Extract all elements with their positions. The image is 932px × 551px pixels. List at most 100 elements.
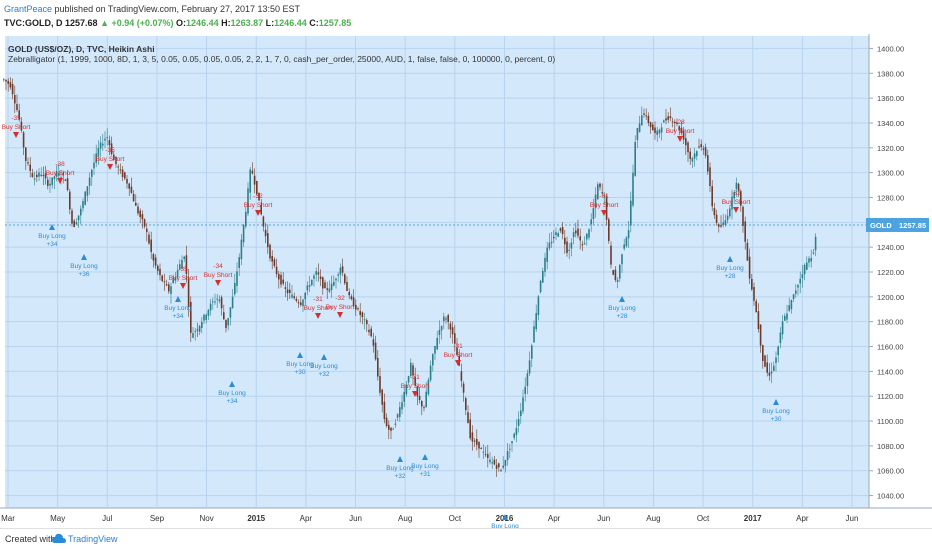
candle-body [777,346,779,356]
candle-body [744,221,746,242]
y-tick-label: 1100.00 [877,417,904,426]
candle-body [632,172,634,206]
candle-body [544,257,546,272]
y-tick-label: 1320.00 [877,144,904,153]
sell-arrow-icon [13,132,19,138]
candle-body [517,419,520,426]
candle-body [139,210,141,217]
candle-body [183,256,185,259]
candle-body [737,183,740,191]
candle-body [768,372,771,376]
price-chart[interactable]: 1040.00 1060.00 1080.00 1100.00 1120.00 1140.… [0,34,932,528]
candle-body [77,215,80,221]
candle-body [539,280,542,293]
x-tick-label: Jul [102,514,112,523]
signal-value: +34 [172,313,183,320]
candle-body [249,169,251,193]
candle-body [445,318,447,320]
candle-body [40,174,42,176]
y-tick-label: 1280.00 [877,193,904,202]
last-price-symbol: GOLD [870,221,892,230]
signal-label: Buy Long [38,233,66,240]
candle-body [812,252,815,254]
candle-body [531,345,533,359]
symbol[interactable]: TVC:GOLD, D [4,18,63,28]
candle-body [471,432,474,442]
candle-body [616,279,619,282]
open-label: O: [176,18,187,28]
buy-arrow-icon [175,296,181,302]
candle-body [115,156,117,165]
candle-body [432,354,434,366]
candle-body [614,269,617,280]
candle-body [275,266,278,275]
candle-body [258,192,260,201]
sell-arrow-icon [337,312,343,318]
candle-body [385,417,388,426]
candle-body [73,220,75,228]
candle-body [676,122,678,124]
candle-body [47,179,49,186]
candle-body [71,210,73,224]
candle-body [124,172,126,179]
candle-body [330,283,333,290]
candle-body [374,342,377,360]
candle-body [612,270,614,275]
signal-label: Buy Short [46,170,75,177]
signal-value: -31 [313,296,323,303]
candle-body [403,391,405,402]
candle-body [726,215,729,221]
candle-body [14,95,16,104]
candle-body [678,126,680,131]
candle-body [317,272,320,275]
signal-value: -35 [105,147,115,154]
x-tick-label: May [50,514,65,523]
candle-body [3,79,5,81]
signal-value: +28 [724,273,735,280]
tradingview-link[interactable]: TradingView [68,534,118,544]
high-label: H: [221,18,231,28]
x-tick-label: Aug [646,514,660,523]
x-tick-label: Nov [199,514,213,523]
candle-body [163,281,166,283]
candle-body [359,311,361,315]
candle-body [786,313,788,320]
candle-body [152,254,155,261]
signal-label: Buy Short [326,304,355,311]
candle-body [401,402,403,410]
buy-arrow-icon [321,354,327,360]
signal-value: -34 [213,263,223,270]
candle-body [196,329,199,331]
candle-body [106,137,108,139]
candle-body [550,241,553,244]
candle-body [581,244,584,246]
candle-body [733,191,735,199]
buy-arrow-icon [297,352,303,358]
candle-body [264,229,267,237]
buy-arrow-icon [49,224,55,230]
candle-body [295,298,298,301]
candle-body [271,255,273,262]
candle-body [577,228,579,236]
candle-body [724,220,727,225]
signal-value: -28 [675,119,685,126]
candle-body [566,241,568,253]
candle-body [469,419,471,439]
candle-body [542,270,544,283]
candle-body [784,315,786,321]
y-tick-label: 1120.00 [877,392,904,401]
candle-body [267,233,269,248]
author-link[interactable]: GrantPeace [4,4,53,14]
candle-body [764,355,766,367]
candle-body [324,282,326,289]
candle-body [223,312,225,320]
candle-body [102,143,104,146]
candle-body [355,304,357,310]
candle-body [489,459,491,463]
signal-value: +30 [770,416,781,423]
sell-arrow-icon [107,164,113,170]
candle-body [579,236,581,241]
candle-body [553,237,555,239]
candle-body [95,153,97,164]
candle-body [731,196,733,210]
